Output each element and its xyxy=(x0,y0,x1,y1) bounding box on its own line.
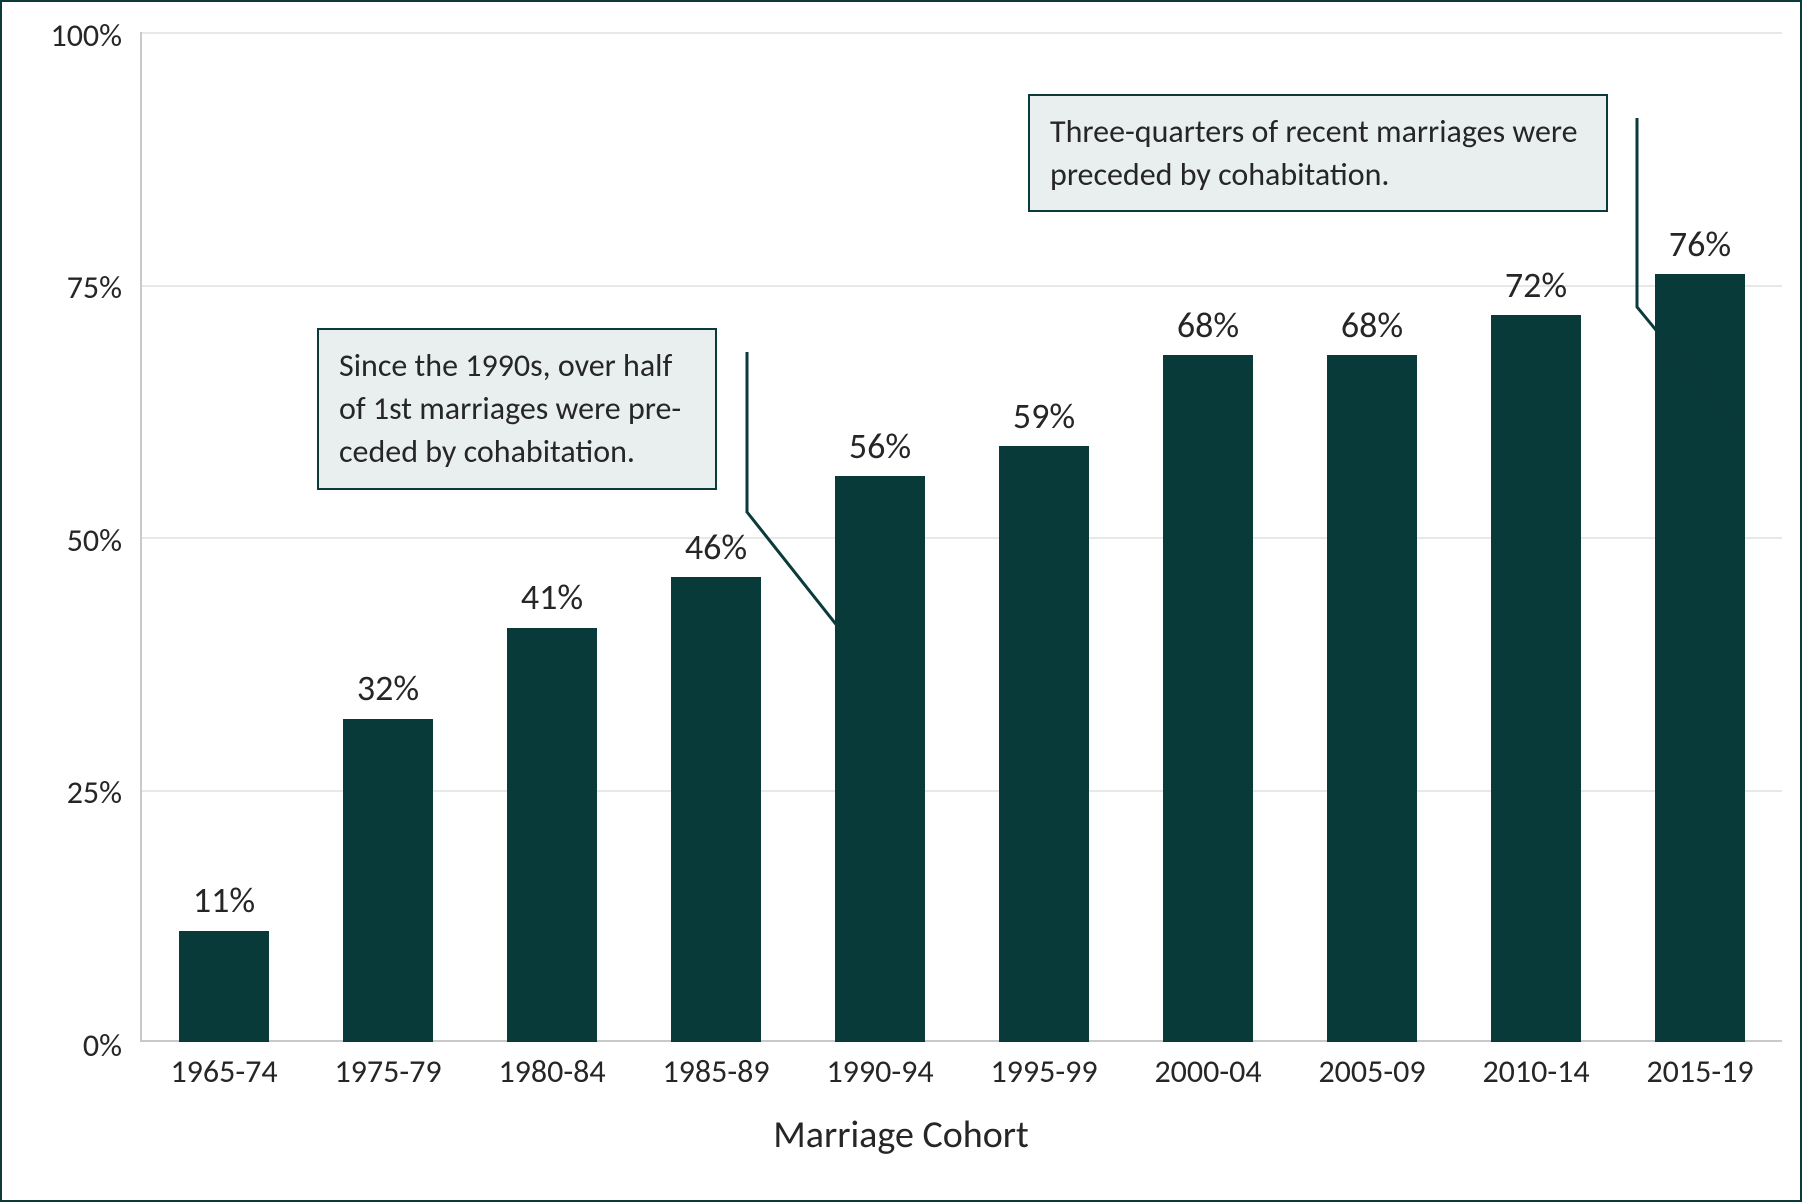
y-tick-label: 100% xyxy=(2,16,122,55)
bar xyxy=(835,476,925,1042)
y-tick-label: 50% xyxy=(2,521,122,560)
bar xyxy=(507,628,597,1042)
bar-value-label: 32% xyxy=(357,666,419,710)
bar-value-label: 56% xyxy=(849,424,911,468)
y-tick-label: 25% xyxy=(2,773,122,812)
bar xyxy=(1327,355,1417,1042)
bar xyxy=(671,577,761,1042)
gridline xyxy=(142,32,1782,34)
bar xyxy=(179,931,269,1042)
x-tick-label: 1965-74 xyxy=(170,1052,277,1091)
bar-value-label: 11% xyxy=(193,878,255,922)
bar-value-label: 68% xyxy=(1341,303,1403,347)
x-tick-label: 2015-19 xyxy=(1646,1052,1753,1091)
x-tick-label: 1980-84 xyxy=(498,1052,605,1091)
bar xyxy=(343,719,433,1042)
bar-value-label: 59% xyxy=(1013,394,1075,438)
bar xyxy=(1491,315,1581,1042)
bar-value-label: 46% xyxy=(685,525,747,569)
bar xyxy=(1163,355,1253,1042)
bar-value-label: 68% xyxy=(1177,303,1239,347)
x-tick-label: 1985-89 xyxy=(662,1052,769,1091)
bar-value-label: 41% xyxy=(521,575,583,619)
bar xyxy=(999,446,1089,1042)
plot-area: 11% 32% 41% 46% 56% 59% 68% 68% 72% 76% … xyxy=(142,32,1782,1042)
chart-frame: 100% 75% 50% 25% 0% 11% 32% 41% 46% 56% … xyxy=(0,0,1802,1202)
x-tick-label: 2010-14 xyxy=(1482,1052,1589,1091)
y-axis-line xyxy=(140,32,142,1042)
x-tick-label: 1975-79 xyxy=(334,1052,441,1091)
y-tick-label: 0% xyxy=(2,1026,122,1065)
x-tick-label: 1995-99 xyxy=(990,1052,1097,1091)
bar xyxy=(1655,274,1745,1042)
bar-value-label: 72% xyxy=(1505,263,1567,307)
x-tick-label: 2000-04 xyxy=(1154,1052,1261,1091)
bar-value-label: 76% xyxy=(1669,222,1731,266)
y-tick-label: 75% xyxy=(2,268,122,307)
x-tick-label: 2005-09 xyxy=(1318,1052,1425,1091)
x-axis-title: Marriage Cohort xyxy=(2,1112,1800,1158)
x-tick-label: 1990-94 xyxy=(826,1052,933,1091)
callout-three-quarters: Three-quarters of recent marriages were … xyxy=(1028,94,1608,212)
callout-since-1990s: Since the 1990s, over half of 1st marria… xyxy=(317,328,717,490)
